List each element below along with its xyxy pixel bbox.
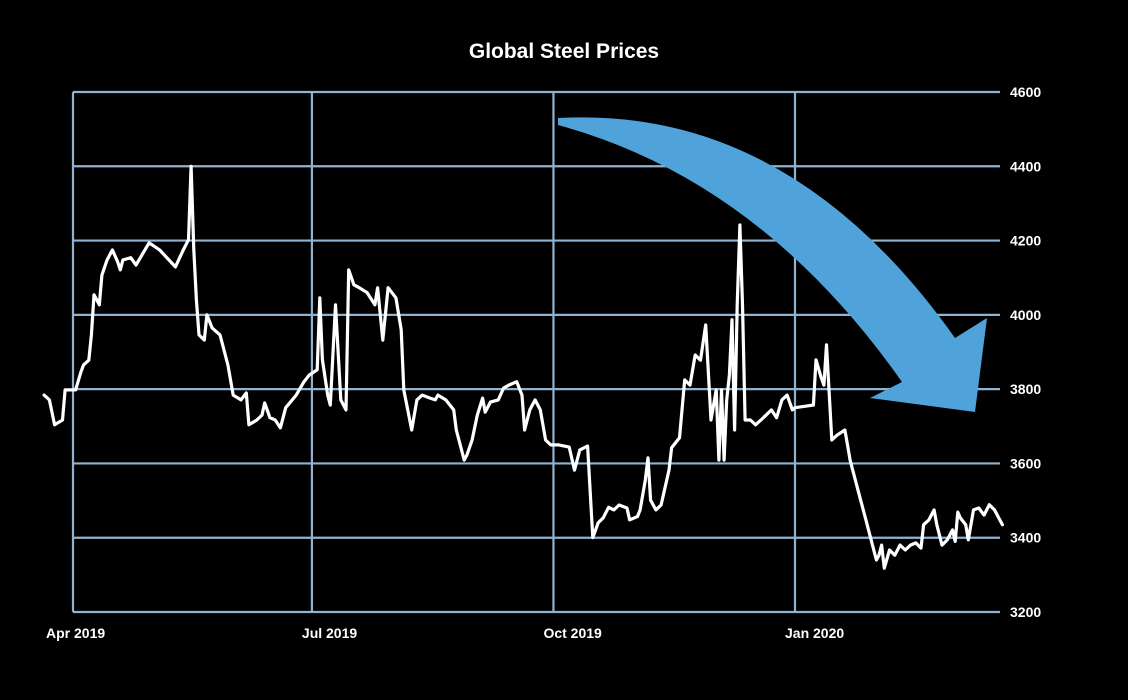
x-tick-label: Jul 2019	[302, 625, 357, 641]
grid	[71, 90, 1000, 614]
y-axis: 3200 3400 3600 3800 4000 4200 4400 4600	[1010, 84, 1041, 620]
x-tick-label: Apr 2019	[46, 625, 105, 641]
y-tick-label: 3400	[1010, 530, 1041, 546]
x-axis: Apr 2019 Jul 2019 Oct 2019 Jan 2020	[46, 625, 844, 641]
x-tick-label: Oct 2019	[543, 625, 602, 641]
trend-arrow-icon	[558, 117, 987, 412]
y-tick-label: 3200	[1010, 604, 1041, 620]
series-line	[42, 164, 1004, 570]
x-tick-label: Jan 2020	[785, 625, 844, 641]
chart-title: Global Steel Prices	[468, 40, 660, 63]
y-tick-label: 3600	[1010, 455, 1041, 471]
y-tick-label: 4600	[1010, 84, 1041, 100]
y-tick-label: 4400	[1010, 158, 1041, 174]
y-tick-label: 4200	[1010, 233, 1041, 249]
y-tick-label: 4000	[1010, 307, 1041, 323]
y-tick-label: 3800	[1010, 381, 1041, 397]
